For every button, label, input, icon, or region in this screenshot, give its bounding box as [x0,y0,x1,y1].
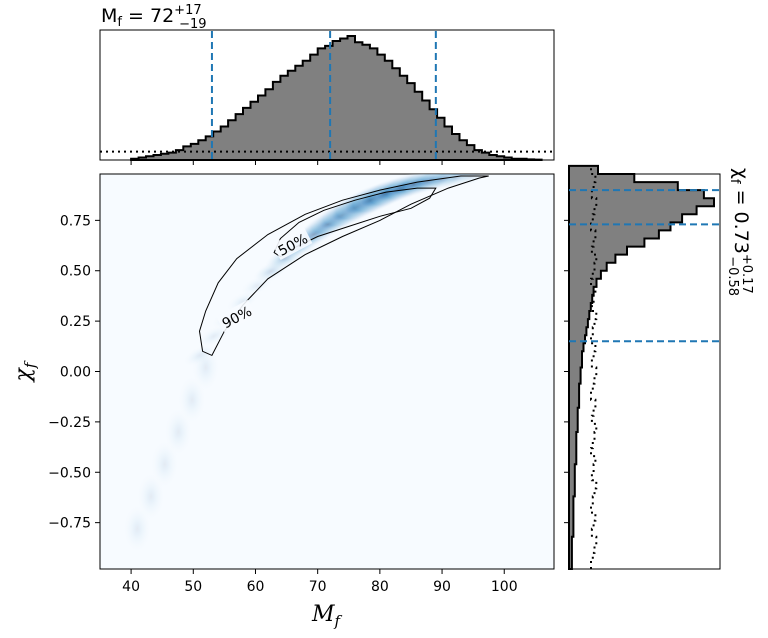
y-tick-label: −0.25 [48,415,91,431]
contour-label-bg [216,299,257,333]
top-x-ticks [130,160,505,165]
spin-histogram-bars [568,164,715,570]
x-tick-label: 80 [371,579,389,595]
mass-histogram-bars [130,35,543,161]
y-tick-label: 0.75 [60,213,91,229]
right-y-ticks [564,219,569,524]
y-tick-label: −0.75 [48,516,91,532]
x-tick-label: 50 [184,579,202,595]
spin-title: χf = 0.73+0.17−0.58 [725,168,754,296]
x-ticks: 40 50 60 70 80 90 100 [122,569,518,595]
spin-histogram [568,164,720,570]
density-blob [197,325,231,348]
density-blob [468,0,504,8]
x-axis-label: Mf [311,602,343,630]
x-tick-label: 70 [309,579,327,595]
x-tick-label: 60 [247,579,265,595]
joint-density-panel: 50%90% 40 50 60 70 80 90 100 0.750.500.250.00−… [48,0,555,595]
mass-marginal-panel [99,29,555,165]
mass-histogram [100,31,554,161]
x-tick-label: 90 [433,579,451,595]
y-ticks: 0.75 0.50 0.25 0.00 −0.25 −0.50 −0.75 [48,213,100,532]
x-tick-label: 100 [491,579,518,595]
y-axis-label: χf [11,360,39,383]
density-heatmap [123,0,504,553]
contour-90pct [198,175,489,357]
mass-title: Mf = 72+17 −19 [101,3,207,32]
x-tick-label: 40 [122,579,140,595]
y-tick-label: 0.00 [60,365,91,381]
contour-50pct [273,187,437,258]
contour-label-bg [272,227,313,261]
y-tick-label: 0.25 [60,314,91,330]
density-tail [123,504,152,553]
y-tick-label: 0.50 [60,264,91,280]
spin-marginal-panel [564,164,721,570]
y-tick-label: −0.50 [48,465,91,481]
